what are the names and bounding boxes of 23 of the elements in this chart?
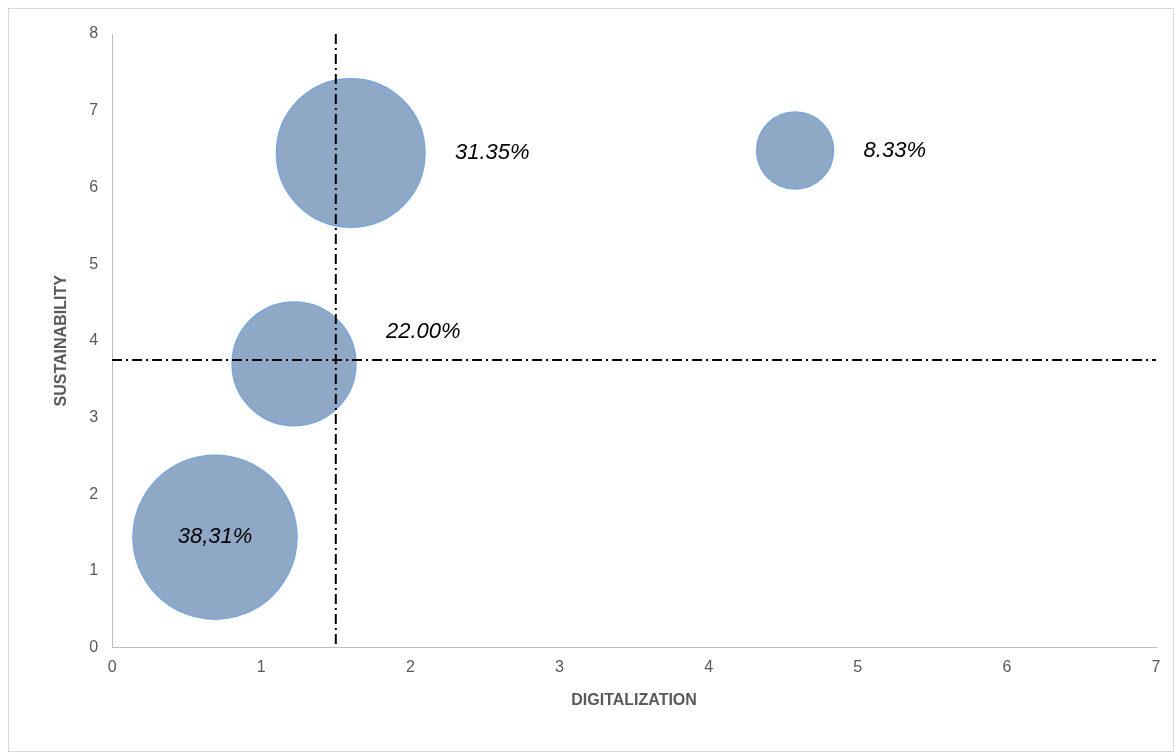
x-axis-title: DIGITALIZATION [571,690,697,708]
annotation: 31.35% [454,139,530,165]
x-tick-label: 7 [1151,657,1161,675]
y-tick-label: 4 [89,331,99,349]
x-tick-label: 3 [555,657,565,675]
y-tick-label: 1 [89,561,99,579]
y-tick-label: 0 [89,638,99,656]
y-tick-label: 3 [89,407,99,425]
annotation: 38,31% [177,523,253,549]
x-tick-label: 6 [1002,657,1012,675]
y-tick-label: 2 [89,484,99,502]
x-tick-label: 2 [405,657,415,675]
y-tick-label: 8 [89,24,99,42]
y-tick-label: 5 [89,254,99,272]
y-tick-label: 6 [89,177,99,195]
x-tick-label: 0 [107,657,117,675]
y-axis-title: SUSTAINABILITY [52,274,70,407]
y-tick-label: 7 [89,101,99,119]
x-tick-label: 5 [853,657,863,675]
annotation: 22.00% [384,317,461,343]
annotation: 8.33% [863,136,926,162]
x-tick-label: 1 [256,657,266,675]
x-tick-label: 4 [704,657,714,675]
